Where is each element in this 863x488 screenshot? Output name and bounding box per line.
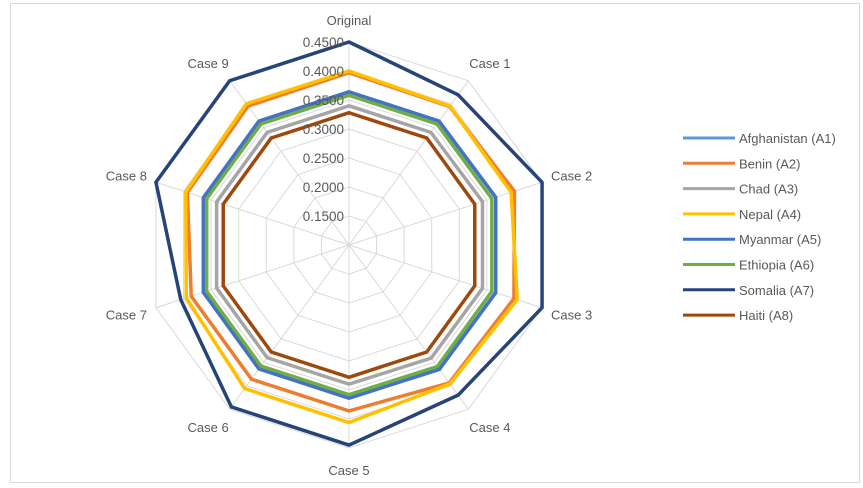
category-label: Case 4 xyxy=(469,420,510,435)
r-tick-label: 0.1500 xyxy=(303,209,344,224)
legend-label: Ethiopia (A6) xyxy=(739,258,814,273)
axis-spoke-7 xyxy=(229,244,350,410)
category-labels: Original Case 1 Case 2 Case 3 Case 4 Case 5 Ca… xyxy=(106,13,592,478)
category-label: Case 1 xyxy=(469,56,510,71)
category-label: Case 9 xyxy=(188,56,229,71)
category-label: Case 8 xyxy=(106,168,147,183)
category-label: Case 2 xyxy=(551,168,592,183)
axis-spoke-4 xyxy=(348,244,543,309)
r-tick-label: 0.3000 xyxy=(303,122,344,137)
category-label: Case 3 xyxy=(551,308,592,323)
series-layer xyxy=(154,40,544,447)
category-label: Case 5 xyxy=(328,463,369,478)
legend-label: Chad (A3) xyxy=(739,182,798,197)
legend-label: Myanmar (A5) xyxy=(739,232,821,247)
legend: Afghanistan (A1) Benin (A2) Chad (A3) Nepal… xyxy=(683,131,836,323)
category-label: Case 7 xyxy=(106,308,147,323)
series-line-3 xyxy=(214,103,485,387)
category-label: Case 6 xyxy=(188,420,229,435)
r-tick-label: 0.3500 xyxy=(303,93,344,108)
legend-label: Afghanistan (A1) xyxy=(739,131,836,146)
legend-label: Nepal (A4) xyxy=(739,207,801,222)
r-tick-label: 0.2000 xyxy=(303,180,344,195)
axis-spoke-10 xyxy=(229,80,350,246)
series-line-7 xyxy=(154,40,544,447)
tick-layer: 0.1500 0.2000 0.2500 0.3000 0.3500 0.4000 0.45… xyxy=(303,35,344,224)
r-tick-label: 0.4000 xyxy=(303,64,344,79)
legend-label: Somalia (A7) xyxy=(739,283,814,298)
series-line-8 xyxy=(221,110,477,380)
category-label: Original xyxy=(327,13,372,28)
axis-spoke-2 xyxy=(348,80,469,246)
series-line-4 xyxy=(183,69,520,425)
r-tick-label: 0.4500 xyxy=(303,35,344,50)
r-tick-label: 0.2500 xyxy=(303,151,344,166)
series-line-6 xyxy=(204,93,494,397)
series-line-5 xyxy=(201,90,498,400)
series-line-2 xyxy=(185,70,517,413)
legend-label: Haiti (A8) xyxy=(739,308,793,323)
legend-label: Benin (A2) xyxy=(739,156,800,171)
axis-spoke-8 xyxy=(155,244,350,309)
